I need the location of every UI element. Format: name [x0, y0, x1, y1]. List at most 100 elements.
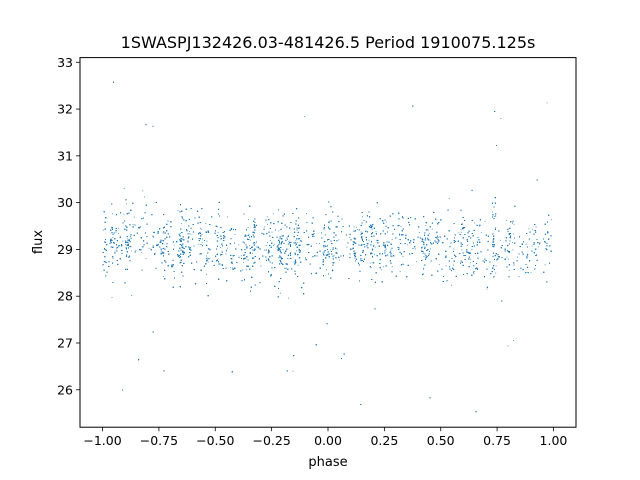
data-point: [145, 258, 147, 260]
data-point: [362, 216, 363, 218]
data-point: [473, 271, 475, 272]
data-point: [295, 240, 297, 242]
data-point: [264, 226, 266, 228]
data-point: [366, 243, 368, 244]
data-point: [437, 237, 439, 239]
data-point: [486, 288, 488, 290]
data-point: [249, 244, 250, 246]
data-point: [324, 254, 326, 256]
data-point: [466, 245, 468, 246]
data-point: [234, 255, 235, 256]
data-point: [332, 262, 334, 264]
data-point: [368, 239, 370, 241]
data-point: [506, 256, 508, 258]
data-point: [278, 238, 280, 240]
data-point: [430, 248, 431, 250]
data-point: [551, 219, 553, 221]
data-point: [141, 252, 143, 254]
data-point: [507, 345, 509, 347]
data-point: [128, 255, 130, 257]
data-point: [304, 116, 306, 118]
data-point: [349, 236, 351, 238]
data-point: [531, 245, 533, 247]
data-point: [338, 239, 340, 241]
data-point: [512, 233, 514, 235]
data-point: [389, 255, 391, 257]
data-point: [492, 245, 494, 247]
data-point: [142, 190, 144, 192]
data-point: [418, 231, 420, 233]
data-point: [500, 118, 502, 119]
data-point: [382, 266, 384, 268]
data-point: [495, 265, 497, 267]
data-point: [129, 235, 131, 237]
data-point: [249, 239, 251, 241]
data-point: [385, 221, 387, 223]
data-point: [435, 232, 437, 234]
data-points: [102, 81, 553, 413]
data-point: [481, 232, 483, 234]
data-point: [445, 265, 447, 267]
data-point: [179, 232, 181, 234]
data-point: [280, 292, 282, 294]
data-point: [241, 255, 242, 257]
data-point: [516, 256, 518, 258]
data-point: [508, 269, 510, 271]
data-point: [458, 232, 460, 234]
data-point: [306, 213, 307, 215]
data-point: [287, 297, 289, 299]
data-point: [324, 234, 326, 236]
data-point: [123, 187, 125, 189]
data-point: [381, 269, 383, 271]
data-point: [530, 272, 532, 274]
data-point: [133, 216, 135, 218]
data-point: [254, 242, 256, 244]
data-point: [111, 297, 113, 298]
data-point: [323, 253, 325, 255]
data-point: [421, 246, 423, 248]
data-point: [171, 264, 173, 266]
data-point: [301, 241, 303, 242]
data-point: [232, 267, 233, 269]
data-point: [297, 264, 299, 266]
data-point: [429, 239, 431, 241]
data-point: [286, 257, 288, 259]
data-point: [284, 267, 286, 269]
data-point: [336, 248, 338, 250]
data-point: [537, 246, 539, 248]
data-point: [126, 238, 128, 240]
data-point: [266, 223, 268, 225]
data-point: [319, 243, 321, 245]
data-point: [473, 273, 475, 274]
data-point: [218, 263, 219, 265]
data-point: [225, 249, 227, 251]
data-point: [453, 248, 455, 250]
data-point: [144, 196, 145, 198]
data-point: [460, 229, 462, 231]
data-point: [160, 251, 162, 253]
data-point: [453, 264, 454, 266]
data-point: [135, 250, 137, 252]
data-point: [329, 221, 331, 223]
data-point: [173, 244, 175, 246]
data-point: [162, 232, 164, 234]
data-point: [247, 227, 249, 229]
data-point: [296, 250, 297, 252]
data-point: [288, 240, 290, 242]
data-point: [278, 247, 280, 249]
data-point: [201, 234, 203, 236]
data-point: [162, 251, 164, 253]
data-point: [295, 244, 296, 246]
data-point: [402, 256, 404, 257]
data-point: [163, 276, 164, 278]
data-point: [263, 249, 265, 251]
data-point: [399, 271, 401, 272]
data-point: [369, 262, 371, 264]
data-point: [389, 250, 391, 252]
data-point: [470, 262, 472, 264]
data-point: [198, 243, 200, 245]
data-point: [234, 234, 236, 235]
data-point: [207, 261, 209, 263]
data-point: [220, 246, 221, 248]
data-point: [266, 216, 268, 218]
